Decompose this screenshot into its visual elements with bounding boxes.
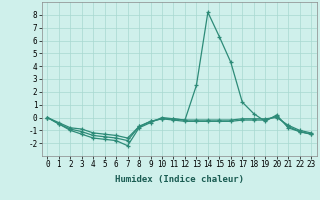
X-axis label: Humidex (Indice chaleur): Humidex (Indice chaleur) [115, 175, 244, 184]
